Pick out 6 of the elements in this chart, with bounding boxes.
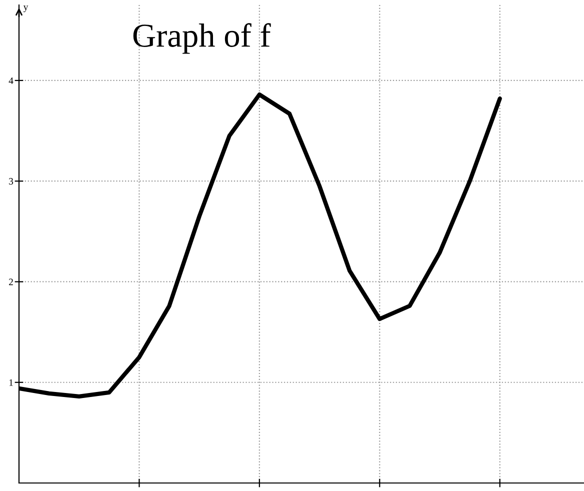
y-axis-title: y (23, 6, 28, 12)
y-tick-label: 4 (8, 77, 14, 84)
text: Graph of f (133, 23, 271, 54)
y-tick-label: 3 (9, 178, 14, 185)
y-tick-label: 1 (9, 379, 13, 386)
y-tick-label: 2 (9, 278, 13, 286)
